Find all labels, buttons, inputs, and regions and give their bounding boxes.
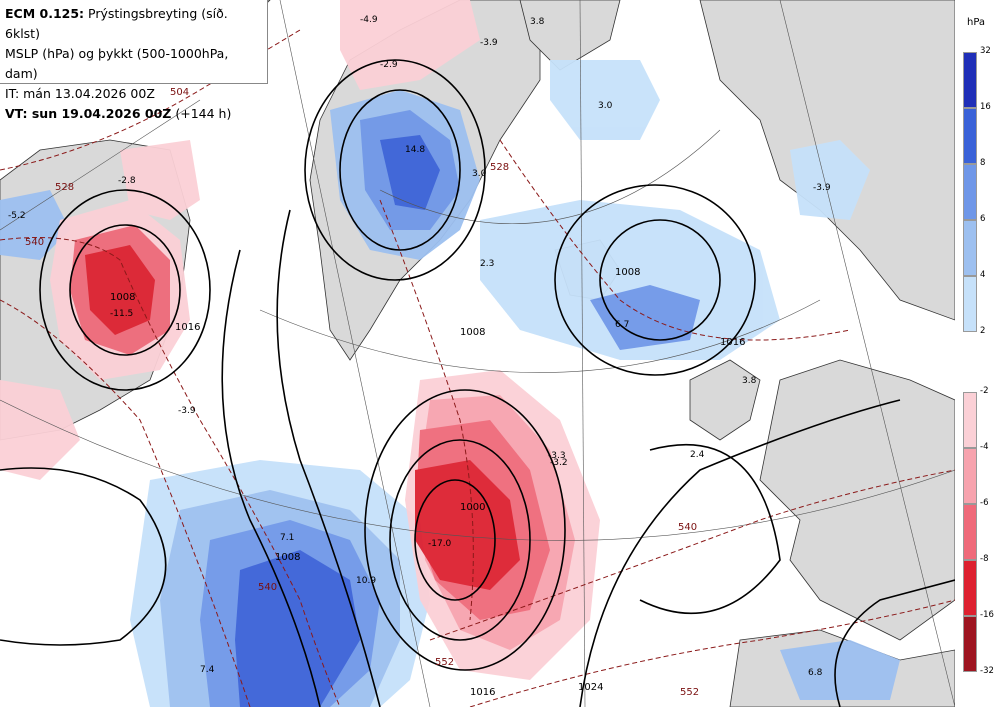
- product-title: ECM 0.125: Prýstingsbreyting (síð. 6klst…: [5, 6, 228, 41]
- legend-negative-swatch: [963, 448, 977, 504]
- legend-positive-swatch: [963, 164, 977, 220]
- legend-unit: hPa: [967, 17, 986, 28]
- change-label: -3.3: [548, 451, 566, 461]
- change-label: 6.8: [808, 668, 823, 678]
- legend-negative-swatch: [963, 560, 977, 616]
- color-legend: hPa 32 16 8 6 4 2 -2 -4 -6 -8 -16 -32: [955, 0, 1000, 707]
- mslp-label: 1024: [578, 682, 603, 693]
- thickness-labels: 504 528 540 552 540 552 540 528: [25, 87, 699, 698]
- change-label: 3.8: [530, 17, 545, 27]
- change-label: -3.2: [550, 458, 568, 468]
- thickness-label: 504: [170, 87, 189, 98]
- change-label: -3.9: [813, 183, 831, 193]
- mslp-label: 1016: [175, 322, 200, 333]
- mslp-label: 1016: [470, 687, 495, 698]
- legend-positive-swatch: [963, 52, 977, 108]
- thickness-label: 540: [25, 237, 44, 248]
- legend-positive-tick: 8: [980, 158, 986, 168]
- mslp-label: 1008: [460, 327, 485, 338]
- change-label: -4.9: [360, 15, 378, 25]
- thickness-label: 552: [435, 657, 454, 668]
- legend-negative-tick: -8: [980, 554, 989, 564]
- mslp-label: 1000: [460, 502, 485, 513]
- legend-positive-swatch: [963, 108, 977, 164]
- legend-positive-tick: 2: [980, 326, 986, 336]
- change-label: 3.0: [472, 169, 487, 179]
- legend-positive-tick: 32: [980, 46, 991, 56]
- graticule: [0, 0, 955, 707]
- change-label: 2.3: [480, 259, 494, 269]
- product-subtitle: MSLP (hPa) og þykkt (500-1000hPa, dam): [5, 46, 229, 81]
- legend-negative-tick: -16: [980, 610, 994, 620]
- change-label: -11.5: [110, 309, 133, 319]
- change-label: 3.8: [742, 376, 757, 386]
- change-label: 7.4: [200, 665, 215, 675]
- change-label: 10.9: [356, 576, 376, 586]
- legend-negative-tick: -32: [980, 666, 994, 676]
- change-label: -5.2: [8, 211, 26, 221]
- change-label: -3.9: [480, 38, 498, 48]
- change-label: 2.4: [690, 450, 705, 460]
- initial-time: IT: mán 13.04.2026 00Z: [5, 86, 155, 101]
- change-label: 6.7: [615, 320, 629, 330]
- change-label: 3.0: [598, 101, 613, 111]
- legend-negative-tick: -6: [980, 498, 989, 508]
- legend-positive-tick: 6: [980, 214, 986, 224]
- change-label: -3.9: [178, 406, 196, 416]
- map-canvas: 1008 1016 1008 1008 1000 1024 1016 1016 …: [0, 0, 955, 707]
- change-labels: -4.9 3.8 -3.9 -2.9 3.0 -2.8 -5.2 14.8 3.…: [8, 15, 831, 678]
- legend-positive-tick: 4: [980, 270, 986, 280]
- legend-negative-swatch: [963, 616, 977, 672]
- valid-time: VT: sun 19.04.2026 00Z (+144 h): [5, 106, 232, 121]
- thickness-label: 528: [490, 162, 509, 173]
- mslp-label: 1008: [615, 267, 640, 278]
- mslp-contours: [0, 59, 955, 707]
- legend-positive-tick: 16: [980, 102, 991, 112]
- legend-negative-tick: -4: [980, 442, 989, 452]
- change-label: 14.8: [405, 145, 425, 155]
- change-label: -2.8: [118, 176, 136, 186]
- mslp-label: 1008: [110, 292, 135, 303]
- change-label: -17.0: [428, 539, 452, 549]
- change-label: -2.9: [380, 60, 398, 70]
- mslp-label: 1008: [275, 552, 300, 563]
- legend-positive-swatch: [963, 220, 977, 276]
- thickness-label: 528: [55, 182, 74, 193]
- mslp-labels: 1008 1016 1008 1008 1000 1024 1016 1016 …: [110, 267, 745, 698]
- thickness-label: 540: [678, 522, 697, 533]
- thickness-label: 552: [680, 687, 699, 698]
- legend-negative-swatch: [963, 392, 977, 448]
- mslp-label: 1016: [720, 337, 745, 348]
- legend-positive-swatch: [963, 276, 977, 332]
- thickness-label: 540: [258, 582, 277, 593]
- map-info-box: ECM 0.125: Prýstingsbreyting (síð. 6klst…: [0, 0, 268, 121]
- legend-negative-tick: -2: [980, 386, 989, 396]
- change-label: 7.1: [280, 533, 294, 543]
- weather-map: 1008 1016 1008 1008 1000 1024 1016 1016 …: [0, 0, 955, 707]
- legend-negative-swatch: [963, 504, 977, 560]
